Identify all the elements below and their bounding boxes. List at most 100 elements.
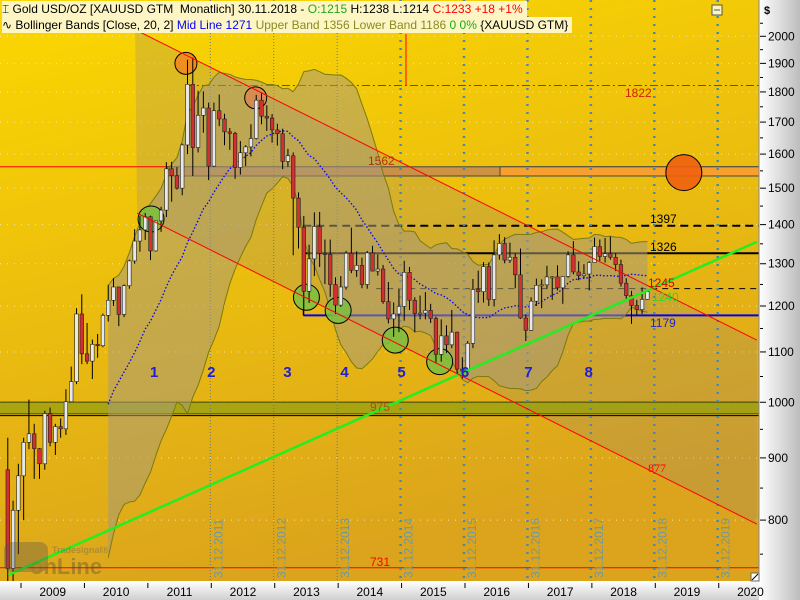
upper-band-value: Upper Band 1356 xyxy=(255,18,350,32)
candle-up xyxy=(645,291,650,300)
mid-line xyxy=(107,130,648,405)
candle-up xyxy=(127,260,132,287)
candle-down xyxy=(232,133,238,168)
candle-down xyxy=(518,274,523,319)
candle-up xyxy=(587,262,592,275)
resize-icon[interactable] xyxy=(750,572,760,582)
candle-down xyxy=(555,276,560,289)
candle-up xyxy=(470,289,476,344)
x-tick-label: 2019 xyxy=(674,585,701,599)
open-value: O:1215 xyxy=(307,2,348,16)
time-axis[interactable] xyxy=(0,581,759,600)
candle-up xyxy=(602,253,608,257)
candle-up xyxy=(306,258,312,292)
y-tick-label: 800 xyxy=(768,513,788,527)
candle-down xyxy=(576,271,581,276)
y-tick-label: 1700 xyxy=(768,115,795,129)
channel-lower-trendline xyxy=(136,212,758,525)
x-tick-label: 2015 xyxy=(420,585,447,599)
bollinger-fill xyxy=(108,69,648,558)
candle-up xyxy=(417,312,423,315)
candle-down xyxy=(476,289,481,292)
wave-label: 1 xyxy=(150,364,158,381)
candle-down xyxy=(206,107,211,167)
candle-down xyxy=(613,256,618,265)
candle-down xyxy=(502,243,507,261)
target-marker-circle xyxy=(665,154,703,192)
candle-up xyxy=(153,220,158,252)
settings-icon[interactable] xyxy=(711,4,723,16)
candle-up xyxy=(534,284,539,302)
chart-title: Gold USD/OZ [XAUUSD GTM Monatlich] 30.11… xyxy=(12,2,308,16)
mid-line-value: Mid Line 1271 xyxy=(176,18,253,32)
candle-up xyxy=(63,401,69,430)
candle-down xyxy=(58,426,63,430)
candle-up xyxy=(100,315,106,347)
candle-down xyxy=(222,118,227,133)
candle-down xyxy=(349,252,354,271)
candle-down xyxy=(486,266,491,300)
candle-up xyxy=(21,441,26,477)
x-tick-label: 2020 xyxy=(737,585,764,599)
band-change-value: 0 0% xyxy=(449,18,477,32)
level-label: 1240 xyxy=(652,290,679,304)
support-trendline xyxy=(7,240,758,577)
candle-up xyxy=(90,344,95,362)
candle-up xyxy=(143,216,148,231)
price-axis[interactable] xyxy=(759,0,800,600)
x-tick-label: 2014 xyxy=(357,585,384,599)
candle-down xyxy=(5,469,10,569)
candle-down xyxy=(634,305,639,310)
candle-up xyxy=(137,229,143,242)
wave-icon: ∿ xyxy=(2,18,16,32)
candle-up xyxy=(201,107,206,116)
level-label: 1245 xyxy=(648,276,675,290)
candle-up xyxy=(343,252,349,288)
chart-header-indicator: ∿ Bollinger Bands [Close, 20, 2] Mid Lin… xyxy=(2,17,573,33)
candle-up xyxy=(312,226,317,260)
x-tick-label: 2017 xyxy=(547,585,574,599)
candle-down xyxy=(280,133,285,162)
candle-down xyxy=(84,353,90,362)
candle-up xyxy=(491,254,497,300)
candle-up xyxy=(391,313,396,320)
wave-label: 7 xyxy=(524,364,532,381)
candle-up xyxy=(158,209,164,222)
candle-up xyxy=(164,168,169,211)
candle-up xyxy=(423,310,428,314)
y-tick-label: 1100 xyxy=(768,345,794,359)
candle-down xyxy=(618,264,624,284)
wave-label: 6 xyxy=(461,364,469,381)
y-tick-label: 1600 xyxy=(768,147,795,161)
candle-up xyxy=(69,381,74,403)
date-markers: 31.12.2011 31.12.2012 31.12.2013 31.12.2014… xyxy=(209,0,733,581)
candle-down xyxy=(328,254,333,285)
candle-down xyxy=(412,300,417,314)
y-tick-label: 1400 xyxy=(768,218,795,232)
date-marker-label: 31.12.2011 xyxy=(211,519,225,578)
y-tick-label: 900 xyxy=(768,451,788,465)
candle-down xyxy=(444,335,449,346)
candle-up xyxy=(581,273,587,276)
y-tick-label: 1800 xyxy=(768,85,795,99)
x-tick-label: 2016 xyxy=(483,585,510,599)
candle-down xyxy=(597,246,602,257)
y-tick-label: 1000 xyxy=(768,395,795,409)
date-marker-label: 31.12.2014 xyxy=(402,518,416,578)
candle-up xyxy=(10,509,16,569)
candle-down xyxy=(359,265,365,285)
candle-down xyxy=(169,168,174,176)
candle-up xyxy=(592,246,597,263)
trendlines xyxy=(7,29,758,577)
candle-up xyxy=(121,285,127,315)
candle-down xyxy=(380,268,386,302)
candle-up xyxy=(185,84,190,146)
price-axis-ticks: 800 900 1000 1100 1200 1300 1400 1500 1600 1700 18… xyxy=(760,22,795,555)
wave-labels: 1 2 3 4 5 6 7 8 xyxy=(150,364,593,381)
channel-upper-trendline xyxy=(134,29,758,341)
candle-down xyxy=(116,286,121,315)
candle-down xyxy=(624,282,629,296)
candle-up xyxy=(565,254,571,277)
